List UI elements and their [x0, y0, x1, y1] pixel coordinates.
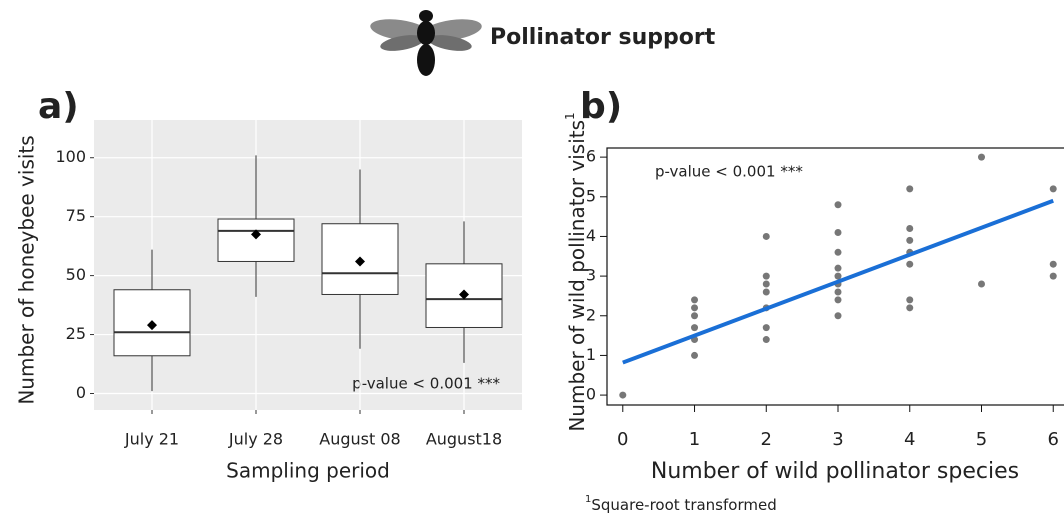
x-tick-label: 0: [617, 429, 628, 450]
point: [691, 304, 699, 312]
x-tick-label: 1: [689, 429, 700, 450]
panel-label: b): [580, 86, 622, 127]
y-tick-label: 100: [55, 147, 86, 166]
point: [834, 228, 842, 236]
point: [834, 272, 842, 280]
point: [834, 248, 842, 256]
point: [762, 232, 770, 240]
point: [977, 153, 985, 161]
point: [691, 324, 699, 332]
y-tick-label: 25: [66, 324, 86, 343]
point: [619, 391, 627, 399]
point: [1049, 272, 1057, 280]
x-tick-label: 2: [761, 429, 772, 450]
y-tick-label: 0: [76, 383, 86, 402]
mean-marker: [459, 289, 469, 300]
point: [906, 260, 914, 268]
point: [762, 324, 770, 332]
point: [762, 336, 770, 344]
point: [834, 201, 842, 209]
annotation: p-value < 0.001 ***: [655, 163, 803, 181]
footnote: 1Square-root transformed: [585, 494, 777, 514]
point: [1049, 260, 1057, 268]
point: [691, 312, 699, 320]
point: [906, 304, 914, 312]
annotation: p-value < 0.001 ***: [352, 375, 500, 393]
point: [834, 312, 842, 320]
x-tick-label: July 21: [124, 430, 179, 449]
superscript: 1: [563, 112, 577, 120]
x-tick-label: 4: [904, 429, 915, 450]
point: [906, 225, 914, 233]
mean-marker: [147, 320, 157, 331]
x-tick-label: 3: [832, 429, 843, 450]
point: [906, 185, 914, 193]
point: [762, 272, 770, 280]
x-tick-label: August 08: [319, 430, 400, 449]
mean-marker: [355, 256, 365, 267]
footnote-text: Square-root transformed: [591, 496, 776, 514]
x-tick-label: 5: [976, 429, 987, 450]
y-tick-label: 6: [586, 147, 596, 166]
point: [834, 264, 842, 272]
panel-label: a): [38, 86, 79, 127]
point: [691, 351, 699, 359]
y-axis-label: Number of honeybee visits: [15, 135, 39, 404]
figure-title: Pollinator support: [490, 25, 716, 50]
y-axis-label-text: Number of wild pollinator visits: [565, 120, 589, 432]
point: [834, 296, 842, 304]
point: [1049, 185, 1057, 193]
y-tick-label: 50: [66, 265, 86, 284]
y-tick-label: 0: [586, 385, 596, 404]
x-tick-label: July 28: [228, 430, 283, 449]
mean-marker: [251, 229, 261, 240]
superscript: 1: [585, 494, 591, 505]
x-tick-label: 6: [1048, 429, 1059, 450]
fit-line: [622, 198, 1054, 365]
point: [834, 288, 842, 296]
x-tick-label: August18: [426, 430, 502, 449]
y-axis-label: Number of wild pollinator visits1: [563, 112, 589, 431]
point: [691, 296, 699, 304]
y-tick-label: 1: [586, 345, 596, 364]
y-tick-label: 2: [586, 305, 596, 324]
point: [906, 236, 914, 244]
y-tick-label: 75: [66, 206, 86, 225]
x-axis-label: Number of wild pollinator species: [651, 459, 1019, 484]
x-axis-label: Sampling period: [226, 459, 390, 483]
point: [762, 288, 770, 296]
point: [762, 280, 770, 288]
y-tick-label: 5: [586, 186, 596, 205]
y-tick-label: 4: [586, 226, 596, 245]
point: [906, 296, 914, 304]
y-tick-label: 3: [586, 266, 596, 285]
bee-icon: [370, 10, 482, 76]
box: [217, 218, 295, 262]
point: [977, 280, 985, 288]
